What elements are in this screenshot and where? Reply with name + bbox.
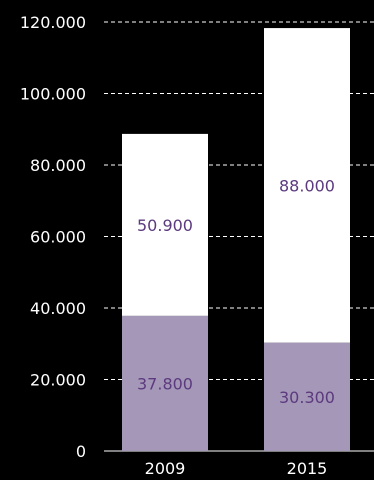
data-label-2015-segment-2: 88.000 xyxy=(279,176,335,195)
bar-2009-segment-2 xyxy=(122,133,208,316)
bar-2009-segment-1 xyxy=(122,315,208,451)
data-label-2009-segment-2: 50.900 xyxy=(137,216,193,235)
y-axis-ticks: 0 20.000 40.000 60.000 80.000 100.000 120.000 xyxy=(20,13,86,461)
y-tick-label: 60.000 xyxy=(30,228,86,247)
y-tick-label: 80.000 xyxy=(30,156,86,175)
bar-2015-segment-1 xyxy=(264,342,350,451)
data-label-2015-segment-1: 30.300 xyxy=(279,388,335,407)
bar-2015-segment-2 xyxy=(264,28,350,343)
y-tick-label: 40.000 xyxy=(30,299,86,318)
bars: 37.800 50.900 30.300 88.000 xyxy=(122,28,350,451)
y-tick-label: 120.000 xyxy=(20,13,86,32)
x-axis-ticks: 2009 2015 xyxy=(145,459,328,478)
y-tick-label: 0 xyxy=(76,442,86,461)
data-label-2009-segment-1: 37.800 xyxy=(137,374,193,393)
y-tick-label: 20.000 xyxy=(30,371,86,390)
y-tick-label: 100.000 xyxy=(20,85,86,104)
x-tick-label-2015: 2015 xyxy=(287,459,328,478)
x-tick-label-2009: 2009 xyxy=(145,459,186,478)
